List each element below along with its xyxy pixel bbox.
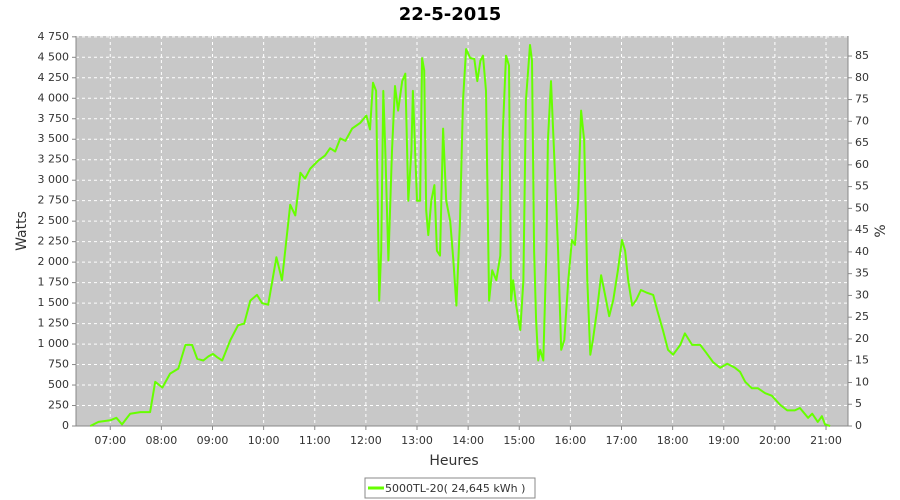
x-tick-label: 08:00 <box>146 434 178 447</box>
x-tick-label: 17:00 <box>606 434 638 447</box>
x-tick-label: 12:00 <box>350 434 382 447</box>
y-tick-label: 4 250 <box>38 71 70 84</box>
x-tick-label: 19:00 <box>708 434 740 447</box>
legend-label: 5000TL-20( 24,645 kWh ) <box>385 482 525 495</box>
y-tick-label: 1 000 <box>38 337 70 350</box>
y2-tick-label: 40 <box>855 245 869 258</box>
y-tick-label: 3 500 <box>38 132 70 145</box>
y2-tick-label: 20 <box>855 332 869 345</box>
series-line <box>89 44 831 427</box>
plot-area <box>76 36 848 426</box>
y-tick-label: 250 <box>48 399 69 412</box>
y-tick-label: 2 250 <box>38 235 70 248</box>
y2-tick-label: 85 <box>855 49 869 62</box>
y2-tick-label: 10 <box>855 375 869 388</box>
y-tick-label: 4 500 <box>38 50 70 63</box>
y-axis-label: Watts <box>14 211 30 251</box>
y2-tick-label: 80 <box>855 71 869 84</box>
y2-tick-label: 65 <box>855 136 869 149</box>
y2-axis-label: % <box>873 224 889 237</box>
x-tick-label: 18:00 <box>657 434 689 447</box>
y-tick-label: 750 <box>48 358 69 371</box>
x-tick-label: 16:00 <box>555 434 587 447</box>
y2-tick-label: 30 <box>855 288 869 301</box>
y-tick-label: 2 500 <box>38 214 70 227</box>
y2-tick-label: 0 <box>855 419 862 432</box>
x-tick-label: 10:00 <box>248 434 280 447</box>
legend: 5000TL-20( 24,645 kWh ) <box>364 477 536 499</box>
y-tick-label: 3 750 <box>38 112 70 125</box>
y-tick-label: 1 750 <box>38 276 70 289</box>
y2-tick-label: 70 <box>855 114 869 127</box>
y2-tick-label: 75 <box>855 93 869 106</box>
x-tick-label: 15:00 <box>503 434 535 447</box>
x-tick-label: 20:00 <box>759 434 791 447</box>
y2-tick-label: 15 <box>855 354 869 367</box>
y-tick-label: 1 500 <box>38 296 70 309</box>
x-tick-label: 21:00 <box>810 434 842 447</box>
y-tick-label: 1 250 <box>38 317 70 330</box>
y2-tick-label: 25 <box>855 310 869 323</box>
x-tick-label: 14:00 <box>452 434 484 447</box>
y-tick-label: 4 750 <box>38 30 70 43</box>
y2-tick-label: 5 <box>855 397 862 410</box>
y-tick-label: 500 <box>48 378 69 391</box>
legend-box <box>364 477 536 499</box>
x-tick-label: 11:00 <box>299 434 331 447</box>
y-tick-label: 3 250 <box>38 153 70 166</box>
x-axis-label: Heures <box>429 453 478 469</box>
x-tick-label: 07:00 <box>94 434 126 447</box>
y2-tick-label: 35 <box>855 267 869 280</box>
y-tick-label: 0 <box>62 419 69 432</box>
y-tick-label: 4 000 <box>38 91 70 104</box>
y2-tick-label: 55 <box>855 180 869 193</box>
y-tick-label: 3 000 <box>38 173 70 186</box>
x-tick-label: 13:00 <box>401 434 433 447</box>
x-tick-label: 09:00 <box>197 434 229 447</box>
y-tick-label: 2 000 <box>38 255 70 268</box>
y2-tick-label: 60 <box>855 158 869 171</box>
chart-title: 22-5-2015 <box>399 4 502 25</box>
y2-tick-label: 45 <box>855 223 869 236</box>
y-tick-label: 2 750 <box>38 194 70 207</box>
y2-tick-label: 50 <box>855 201 869 214</box>
